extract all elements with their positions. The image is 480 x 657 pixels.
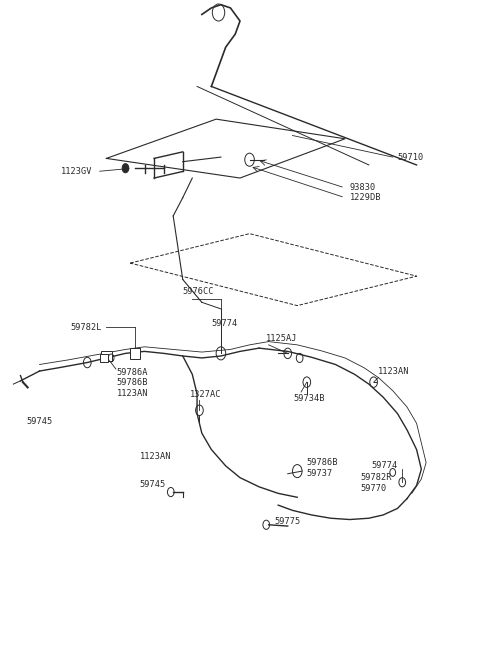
Bar — [101, 351, 112, 361]
Text: 59782R: 59782R — [360, 473, 392, 482]
Text: 59745: 59745 — [26, 417, 52, 426]
Text: 59774: 59774 — [211, 319, 238, 328]
Circle shape — [122, 164, 129, 173]
Text: 1229DB: 1229DB — [350, 193, 381, 202]
Text: 59710: 59710 — [397, 152, 424, 162]
Text: 1123AN: 1123AN — [117, 389, 148, 397]
Text: 59774: 59774 — [371, 461, 397, 470]
Text: 1123GV: 1123GV — [60, 167, 92, 176]
Text: 1327AC: 1327AC — [190, 390, 221, 399]
Text: 1123AN: 1123AN — [378, 367, 410, 376]
Text: 5976CC: 5976CC — [183, 287, 214, 296]
Text: 59775: 59775 — [275, 517, 300, 526]
Text: 59786B: 59786B — [117, 378, 148, 386]
Bar — [100, 354, 108, 362]
Text: 1123AN: 1123AN — [140, 451, 171, 461]
Text: 59786B: 59786B — [307, 458, 338, 467]
Text: 93830: 93830 — [350, 183, 376, 193]
Text: 59782L: 59782L — [70, 323, 102, 332]
Text: 1125AJ: 1125AJ — [266, 334, 298, 343]
Text: 59770: 59770 — [360, 484, 386, 493]
Text: 59745: 59745 — [140, 480, 166, 489]
Bar — [130, 348, 140, 359]
Text: 59734B: 59734B — [293, 394, 325, 403]
Text: 59737: 59737 — [307, 469, 333, 478]
Text: 59786A: 59786A — [117, 368, 148, 376]
